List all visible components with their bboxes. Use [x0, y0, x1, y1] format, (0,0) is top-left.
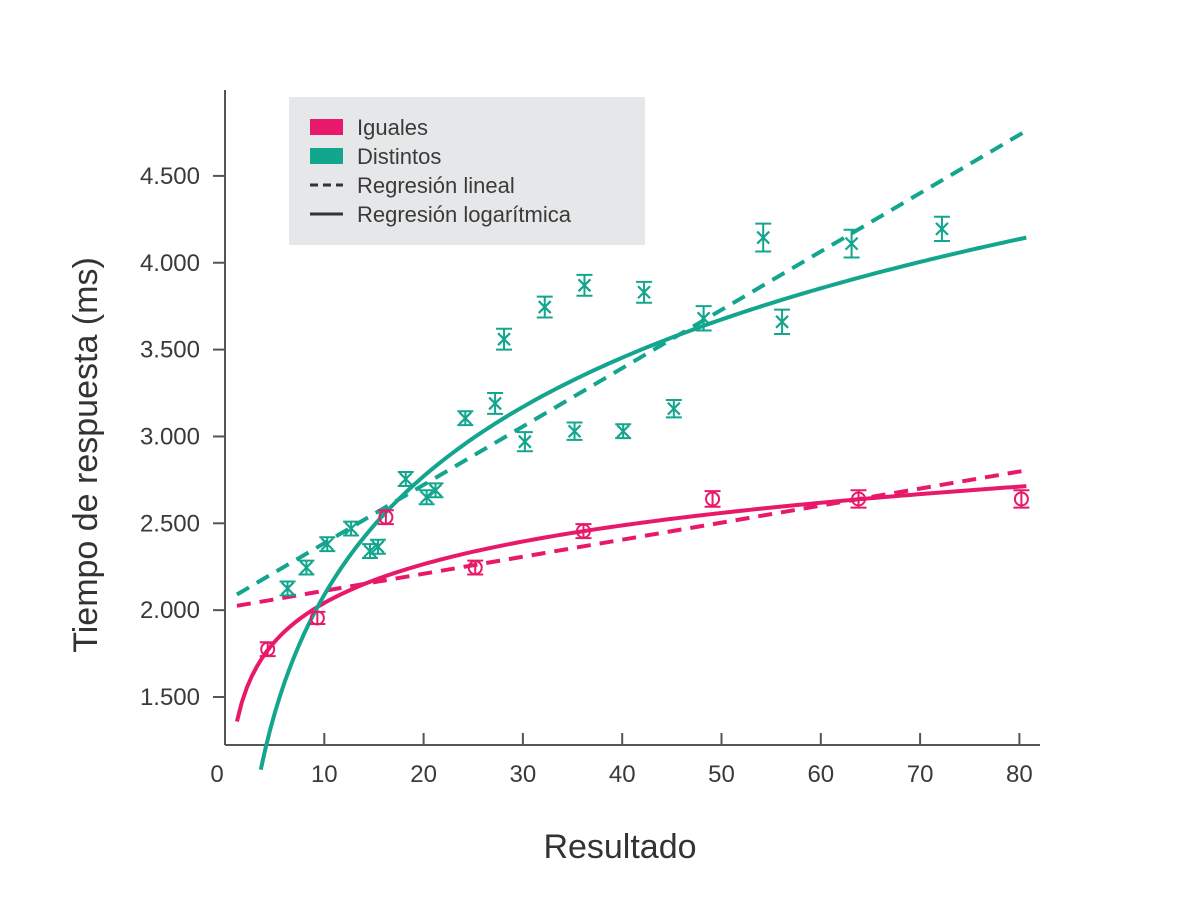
data-point — [695, 305, 712, 332]
x-axis-title: Resultado — [543, 828, 696, 866]
x-marker — [518, 434, 532, 449]
x-marker — [458, 411, 473, 425]
data-point — [377, 509, 394, 526]
x-tick-label: 60 — [807, 761, 834, 788]
data-point — [665, 398, 682, 419]
x-marker — [488, 396, 502, 411]
axes: 1.500 2.000 2.500 3.000 3.500 4.000 4.500 0 10 20… — [140, 90, 1040, 788]
data-point — [933, 215, 950, 243]
x-marker — [371, 539, 385, 554]
x-marker — [320, 537, 335, 551]
y-tick-label: 3.000 — [140, 423, 200, 450]
y-tick-label: 2.000 — [140, 597, 200, 624]
x-marker — [696, 311, 711, 326]
legend: Iguales Distintos Regresión lineal Regresió… — [289, 97, 645, 245]
x-marker — [428, 483, 443, 498]
x-marker — [844, 236, 859, 251]
y-tick-label: 3.500 — [140, 337, 200, 364]
data-point — [850, 489, 867, 509]
legend-swatch — [310, 148, 343, 164]
data-point — [343, 520, 360, 537]
x-marker — [577, 278, 592, 293]
data-point — [457, 410, 474, 427]
data-point — [774, 308, 791, 335]
x-marker — [419, 490, 434, 505]
x-marker — [537, 300, 552, 314]
data-point — [427, 482, 444, 499]
data-point — [369, 538, 386, 555]
legend-label: Iguales — [357, 115, 428, 140]
data-point — [516, 431, 533, 453]
x-tick-label: 80 — [1006, 761, 1033, 788]
x-marker — [497, 332, 511, 346]
x-tick-label: 20 — [410, 761, 437, 788]
data-point — [536, 295, 553, 319]
x-tick-label: 40 — [609, 761, 636, 788]
y-tick-label: 4.000 — [140, 250, 200, 277]
y-tick-label: 1.500 — [140, 684, 200, 711]
data-point — [467, 559, 484, 576]
data-point — [636, 280, 653, 304]
legend-swatch — [310, 119, 343, 135]
circle-marker — [467, 560, 483, 576]
circle-marker — [705, 491, 721, 507]
x-marker — [299, 560, 314, 575]
data-point — [566, 421, 583, 441]
x-tick-label: 70 — [907, 761, 934, 788]
data-point — [319, 536, 336, 553]
data-point — [575, 523, 592, 540]
log-regression-curve — [234, 484, 1027, 723]
x-tick-label: 50 — [708, 761, 735, 788]
data-point — [843, 228, 860, 259]
circle-marker — [1013, 491, 1029, 507]
data-point — [704, 490, 721, 508]
log-regression-curve — [258, 235, 1027, 771]
data-point — [309, 610, 326, 626]
circle-marker — [575, 523, 591, 539]
data-point — [397, 471, 414, 487]
legend-box — [289, 97, 645, 245]
legend-label: Regresión logarítmica — [357, 202, 572, 227]
x-marker — [344, 521, 358, 536]
x-marker — [667, 401, 681, 416]
data-point — [1013, 489, 1030, 509]
data-point — [755, 222, 772, 253]
y-tick-label: 2.500 — [140, 510, 200, 537]
linear-regression-line — [236, 468, 1027, 608]
x-tick-label: 0 — [210, 761, 223, 788]
x-marker — [616, 424, 630, 439]
x-marker — [280, 581, 295, 596]
x-marker — [775, 315, 789, 329]
x-tick-label: 10 — [311, 761, 338, 788]
y-tick-label: 4.500 — [140, 163, 200, 190]
legend-label: Regresión lineal — [357, 173, 515, 198]
data-point — [487, 392, 504, 415]
y-axis-title: Tiempo de respuesta (ms) — [67, 257, 105, 653]
data-point — [615, 423, 632, 440]
legend-label: Distintos — [357, 144, 441, 169]
data-point — [298, 559, 315, 576]
data-point — [259, 641, 276, 658]
circle-marker — [309, 610, 325, 626]
x-marker — [398, 472, 413, 486]
x-marker — [363, 544, 377, 558]
circle-marker — [851, 491, 867, 507]
data-point — [496, 327, 513, 351]
data-point — [279, 580, 296, 597]
x-marker — [637, 285, 651, 300]
data-point — [418, 489, 435, 506]
data-points — [259, 215, 1030, 658]
x-tick-label: 30 — [510, 761, 537, 788]
circle-marker — [260, 641, 276, 657]
data-point — [576, 273, 593, 297]
x-marker — [756, 230, 770, 245]
linear-regression-line — [235, 129, 1028, 597]
data-point — [361, 543, 378, 560]
x-marker — [935, 222, 949, 236]
circle-marker — [378, 509, 394, 525]
x-marker — [567, 424, 582, 439]
